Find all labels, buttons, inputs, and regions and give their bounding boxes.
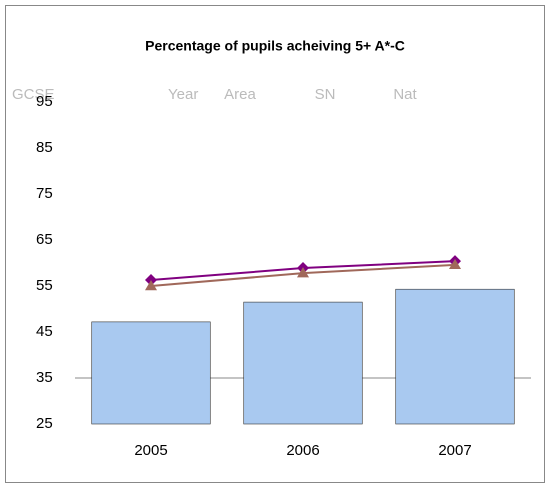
marker (449, 258, 461, 270)
legend-label: Area (224, 86, 256, 103)
bar (395, 288, 515, 425)
legend-label: Nat (393, 86, 417, 103)
y-tick-label: 55 (36, 277, 53, 294)
bar (243, 301, 363, 425)
y-tick-label: 75 (36, 185, 53, 202)
bar (91, 321, 211, 425)
y-tick-label: 95 (36, 93, 53, 110)
x-tick-label: 2005 (134, 442, 167, 459)
y-tick-label: 85 (36, 139, 53, 156)
y-tick-label: 65 (36, 231, 53, 248)
x-label: Year (168, 86, 198, 103)
chart-title: Percentage of pupils acheiving 5+ A*-C (145, 38, 405, 54)
marker (297, 267, 309, 278)
y-tick-label: 25 (36, 415, 53, 432)
legend-label: SN (315, 86, 336, 103)
x-tick-label: 2007 (438, 442, 471, 459)
row-label: GCSE (12, 86, 55, 103)
y-tick-label: 45 (36, 323, 53, 340)
y-tick-label: 35 (36, 369, 53, 386)
x-tick-label: 2006 (286, 442, 319, 459)
marker (145, 280, 157, 291)
